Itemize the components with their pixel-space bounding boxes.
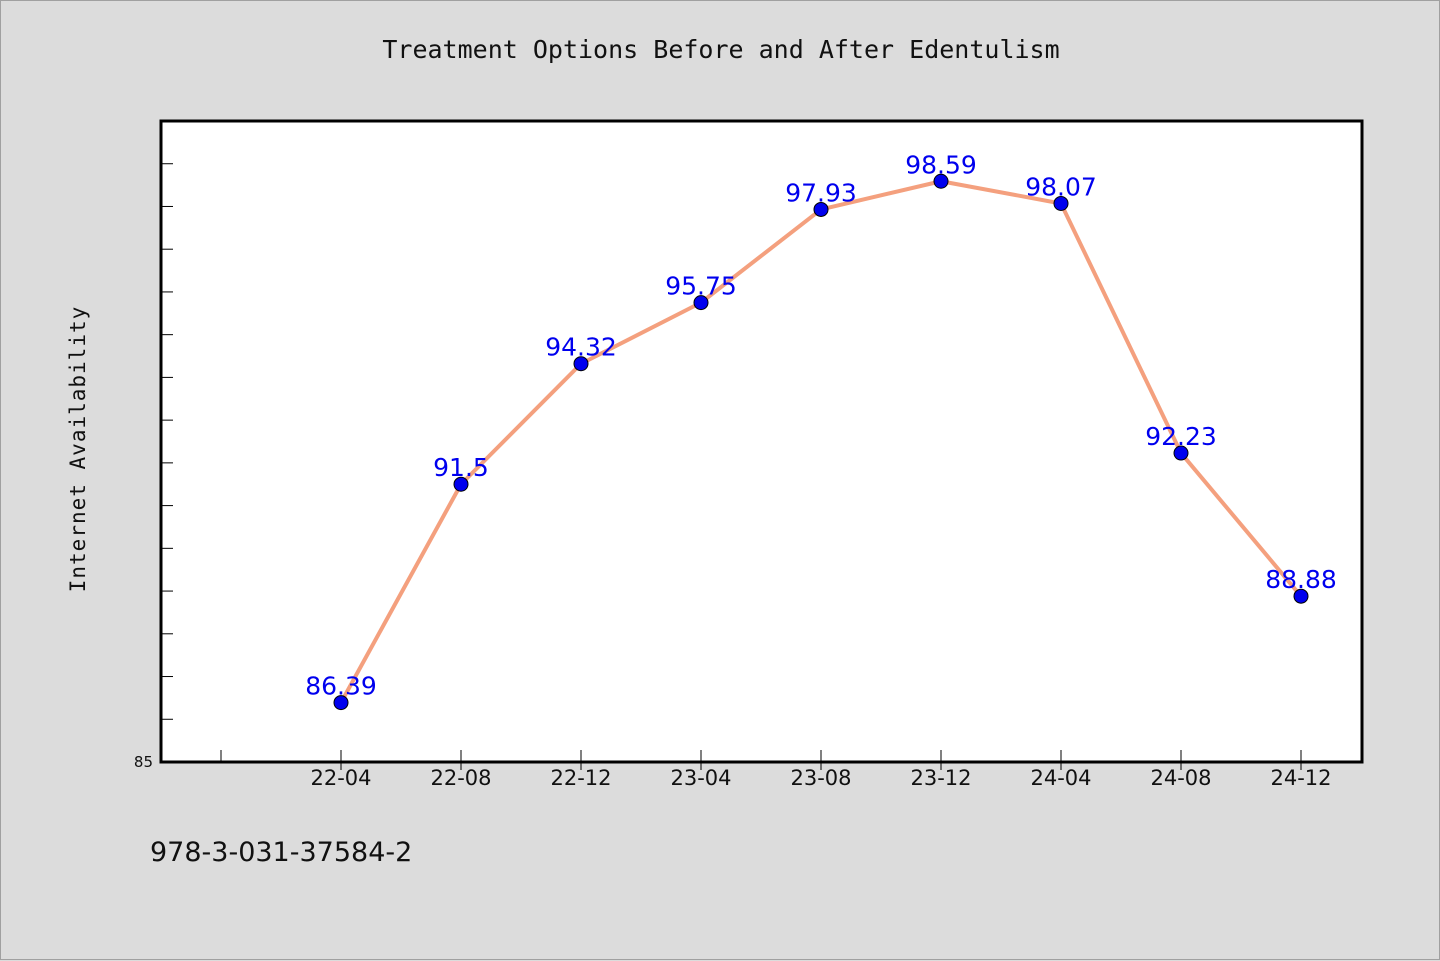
isbn-text: 978-3-031-37584-2 [150,837,413,868]
data-point [813,201,829,217]
x-tick-label: 24-08 [1150,766,1211,790]
data-point [573,356,589,372]
x-tick-label: 23-08 [790,766,851,790]
data-point [333,695,349,711]
data-label: 92.23 [1145,422,1217,451]
x-tick-label: 24-04 [1030,766,1091,790]
data-label: 95.75 [665,272,737,301]
data-label: 86.39 [305,672,377,701]
y-tick-label: 85 [134,753,153,771]
data-point [1053,195,1069,211]
x-tick-label: 22-08 [430,766,491,790]
data-point [933,173,949,189]
data-label: 94.32 [545,333,617,362]
data-label: 97.93 [785,178,857,207]
data-label: 98.59 [905,150,977,179]
data-point [693,295,709,311]
x-tick-label: 22-12 [550,766,611,790]
data-label: 91.5 [433,453,489,482]
x-tick-label: 23-12 [910,766,971,790]
data-point [1173,445,1189,461]
data-point [1293,588,1309,604]
data-label: 98.07 [1025,172,1097,201]
chart-title: Treatment Options Before and After Edent… [382,35,1060,64]
data-point [453,476,469,492]
x-tick-label: 24-12 [1270,766,1331,790]
data-label: 88.88 [1265,565,1337,594]
plot-area [159,119,1364,764]
x-tick-label: 23-04 [670,766,731,790]
x-tick-label: 22-04 [310,766,371,790]
